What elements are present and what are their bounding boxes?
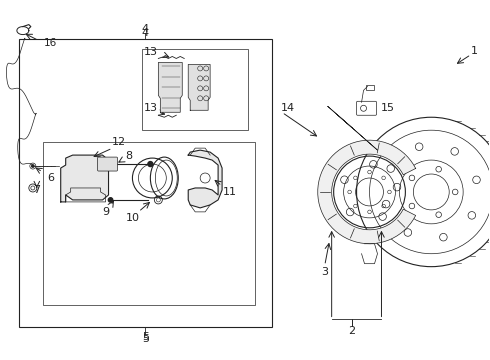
Circle shape <box>108 198 113 202</box>
Text: 5: 5 <box>142 334 149 345</box>
Bar <box>366 85 373 90</box>
Bar <box>143 49 248 130</box>
Polygon shape <box>318 140 416 244</box>
Text: 1: 1 <box>470 45 478 55</box>
Text: 8: 8 <box>125 151 132 161</box>
Text: 3: 3 <box>321 267 328 276</box>
Bar <box>19 39 272 328</box>
Text: 6: 6 <box>47 173 54 183</box>
Text: 4: 4 <box>142 28 149 37</box>
Text: 13: 13 <box>144 103 157 113</box>
Text: 7: 7 <box>33 185 40 195</box>
Polygon shape <box>188 64 210 110</box>
Text: 12: 12 <box>111 137 125 147</box>
Text: 14: 14 <box>281 103 295 113</box>
Circle shape <box>148 162 153 167</box>
Text: 10: 10 <box>125 213 140 223</box>
Text: 15: 15 <box>380 103 394 113</box>
Bar <box>43 142 255 305</box>
Polygon shape <box>158 62 182 112</box>
Polygon shape <box>61 155 108 202</box>
Text: 2: 2 <box>348 327 355 336</box>
Circle shape <box>31 165 34 167</box>
Text: 9: 9 <box>102 207 109 217</box>
Text: 5: 5 <box>142 332 149 342</box>
Text: 4: 4 <box>142 24 149 33</box>
Polygon shape <box>188 150 222 208</box>
FancyBboxPatch shape <box>98 157 118 171</box>
Text: 11: 11 <box>223 187 237 197</box>
Text: 13: 13 <box>144 48 157 58</box>
Text: 16: 16 <box>44 37 57 48</box>
